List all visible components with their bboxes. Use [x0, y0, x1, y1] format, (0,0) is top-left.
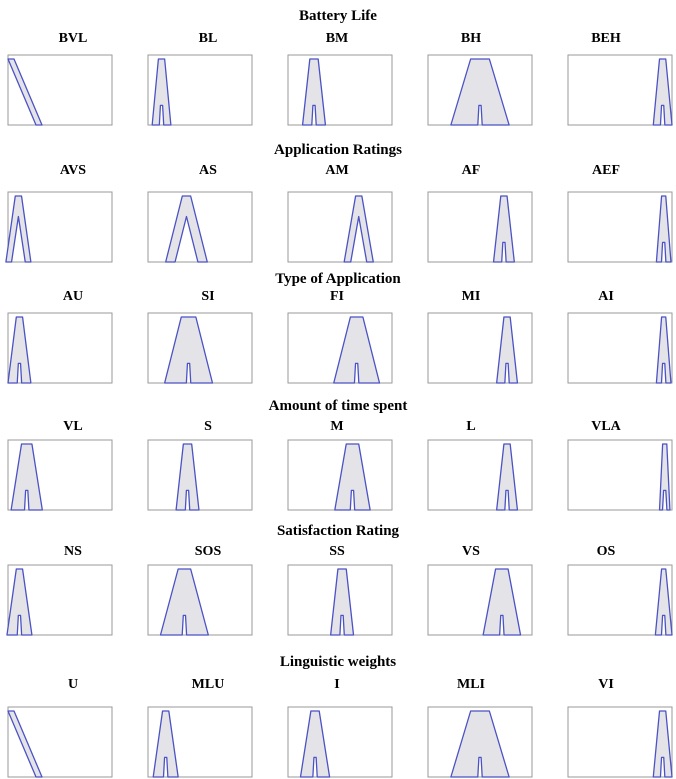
mf-label: MLU [192, 677, 225, 692]
membership-function-shape [151, 58, 172, 126]
membership-function-shape [495, 316, 519, 384]
membership-function-shape [492, 195, 515, 263]
membership-function-shape [7, 58, 43, 126]
group-5: Linguistic weights U MLU I MLI VI [7, 654, 673, 778]
mf-plot-frame [567, 191, 673, 263]
membership-function-shape [495, 443, 519, 511]
membership-function-shape [450, 710, 510, 778]
mf-label: AVS [60, 163, 86, 178]
membership-function-shape [6, 568, 33, 636]
mf-label: SS [329, 544, 345, 559]
membership-function-shape [329, 568, 355, 636]
mf-label: S [204, 419, 212, 434]
group-3: Amount of time spent VL S M L VLA [7, 398, 673, 511]
membership-function-shape [655, 316, 672, 384]
group-title: Linguistic weights [280, 654, 396, 670]
mf-label: BVL [59, 31, 88, 46]
group-title: Battery Life [299, 8, 377, 24]
mf-label: BH [461, 31, 481, 46]
mf-label: M [330, 419, 343, 434]
mf-label: AU [63, 289, 83, 304]
mf-label: L [466, 419, 475, 434]
mf-plot-frame [427, 564, 533, 636]
membership-function-shape [658, 443, 671, 511]
group-0: Battery Life BVL BL BM BH BEH [7, 8, 673, 126]
group-4: Satisfaction Rating NS SOS SS VS OS [6, 523, 673, 636]
membership-function-shape [333, 316, 381, 384]
mf-label: SOS [195, 544, 222, 559]
membership-function-shape [165, 195, 208, 263]
mf-label: I [334, 677, 339, 692]
mf-label: VL [63, 419, 82, 434]
membership-function-shape [652, 710, 673, 778]
mf-label: BM [326, 31, 349, 46]
mf-plot-frame [147, 439, 253, 511]
membership-function-shape [450, 58, 510, 126]
membership-function-shape [7, 316, 32, 384]
mf-label: BEH [591, 31, 621, 46]
mf-label: AM [325, 163, 348, 178]
membership-function-shape [654, 568, 673, 636]
mf-label: MI [462, 289, 481, 304]
mf-label: VLA [591, 419, 621, 434]
mf-plot-frame [567, 312, 673, 384]
membership-function-shape [334, 443, 371, 511]
membership-function-shape [7, 710, 43, 778]
membership-function-shape [163, 316, 214, 384]
group-1: Application Ratings AVS AS AM AF AEF [5, 142, 673, 263]
mf-label: VI [598, 677, 614, 692]
group-title: Application Ratings [274, 142, 402, 158]
mf-label: MLI [457, 677, 485, 692]
mf-label: SI [201, 289, 214, 304]
mf-label: FI [330, 289, 344, 304]
group-2: Type of Application AU SI FI MI AI [7, 271, 673, 384]
membership-function-shape [301, 58, 327, 126]
membership-function-shape [159, 568, 209, 636]
mf-label: AS [199, 163, 217, 178]
membership-function-shape [482, 568, 522, 636]
group-title: Amount of time spent [269, 398, 408, 414]
membership-function-shape [299, 710, 331, 778]
membership-function-shape [152, 710, 179, 778]
mf-plot-frame [567, 439, 673, 511]
mf-plot-frame [287, 54, 393, 126]
mf-label: VS [462, 544, 480, 559]
mf-plot-frame [287, 191, 393, 263]
mf-plot-frame [567, 564, 673, 636]
membership-function-shape [343, 195, 374, 263]
mf-label: U [68, 677, 78, 692]
mf-label: AI [598, 289, 614, 304]
mf-label: NS [64, 544, 82, 559]
mf-label: OS [597, 544, 616, 559]
membership-function-shape [5, 195, 32, 263]
group-title: Type of Application [275, 271, 401, 287]
membership-function-shape [652, 58, 673, 126]
membership-function-shape [10, 443, 43, 511]
group-title: Satisfaction Rating [277, 523, 400, 539]
mf-label: AEF [592, 163, 620, 178]
mf-plot-frame [427, 191, 533, 263]
membership-function-shape [655, 195, 672, 263]
mf-label: BL [199, 31, 218, 46]
mf-label: AF [462, 163, 481, 178]
membership-function-shape [175, 443, 200, 511]
